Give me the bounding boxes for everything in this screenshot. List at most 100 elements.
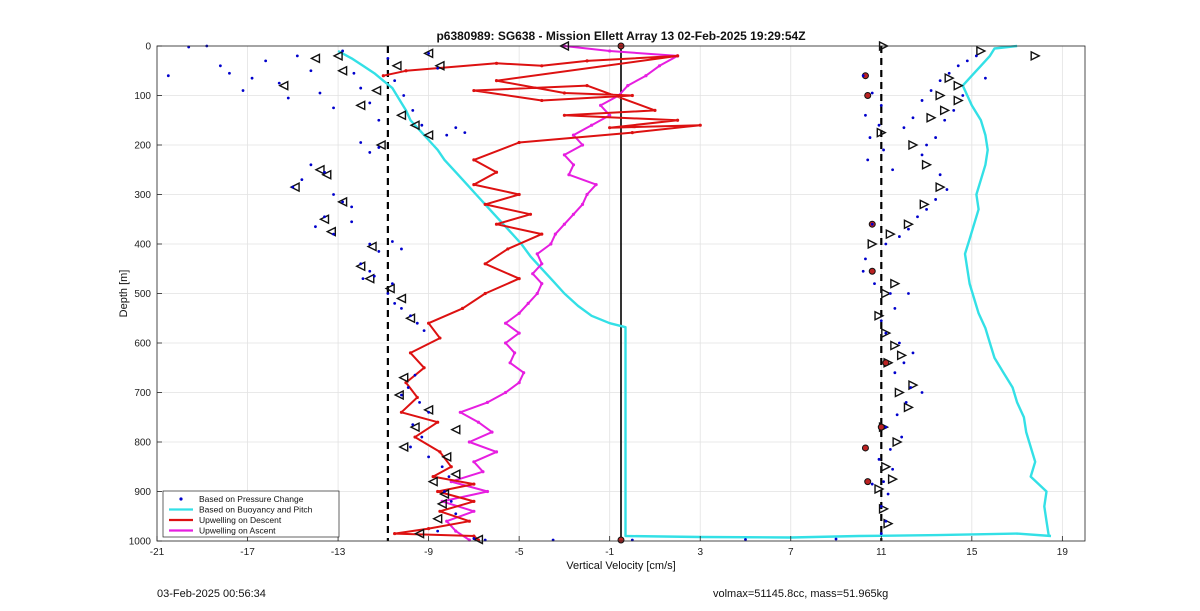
pressure-change-point [947, 71, 951, 75]
legend-swatch-points [179, 497, 183, 501]
upwelling-ascent-point [485, 400, 490, 404]
pressure-change-point [952, 108, 956, 112]
ascent-triangle-marker [921, 159, 933, 170]
upwelling-descent-point [585, 59, 589, 63]
pressure-change-point [323, 215, 326, 219]
upwelling-descent-point [472, 534, 476, 538]
pressure-change-point [882, 148, 885, 152]
pressure-change-point [907, 292, 910, 295]
upwelling-descent-point [427, 321, 431, 325]
upwelling-ascent-point [580, 143, 585, 147]
y-tick-label: 800 [134, 438, 151, 449]
pressure-change-point [332, 232, 335, 236]
pressure-change-point [386, 292, 390, 295]
upwelling-ascent-point [467, 440, 471, 444]
pressure-change-point [359, 262, 363, 266]
y-tick-label: 300 [134, 190, 151, 201]
upwelling-ascent-point [445, 519, 449, 523]
upwelling-ascent-point [481, 470, 485, 474]
descent-triangle-marker [355, 100, 366, 111]
ascent-triangle-marker [874, 310, 885, 321]
pressure-change-point [938, 173, 942, 177]
upwelling-ascent-point [580, 202, 585, 206]
descent-triangle-marker [409, 120, 420, 131]
pressure-change-point [834, 537, 838, 541]
upwelling-ascent-point [571, 133, 576, 137]
upwelling-descent-point [422, 366, 426, 370]
legend-entry-label: Based on Pressure Change [199, 494, 304, 504]
ascent-triangle-marker [1030, 50, 1041, 62]
pressure-change-point [400, 306, 403, 310]
pressure-change-point [870, 482, 874, 486]
pressure-change-point [413, 373, 417, 377]
pressure-change-point [350, 220, 354, 224]
pressure-change-point [218, 64, 222, 68]
pressure-change-point [895, 413, 899, 417]
pressure-change-point [920, 153, 924, 157]
ascent-triangle-marker [908, 379, 919, 391]
upwelling-ascent-point [522, 371, 526, 375]
buoyancy-pitch-ascent-line [961, 44, 1050, 537]
pressure-change-point [911, 351, 915, 355]
x-tick-label: 11 [876, 547, 887, 558]
upwelling-ascent-point [490, 430, 494, 434]
upwelling-ascent-point [589, 123, 594, 127]
upwelling-ascent-point [599, 103, 603, 107]
pressure-change-point [422, 329, 426, 333]
pressure-change-point [893, 306, 897, 310]
pressure-change-point [898, 341, 901, 345]
pressure-change-point [323, 170, 326, 174]
descent-triangle-marker [423, 129, 434, 141]
ascent-triangle-marker [919, 199, 930, 210]
upwelling-ascent-point [526, 301, 530, 305]
upwelling-descent-point [698, 123, 702, 127]
legend-box [162, 490, 340, 538]
pressure-change-point [228, 71, 231, 75]
filled-marker [617, 536, 625, 544]
pressure-change-point [891, 168, 895, 172]
x-tick-label: -13 [331, 547, 346, 558]
upwelling-ascent-point [503, 321, 508, 325]
pressure-change-point [436, 66, 440, 70]
chart-title: p6380989: SG638 - Mission Ellett Array 1… [436, 29, 805, 43]
ascent-triangle-marker [881, 327, 892, 339]
pressure-change-point [934, 136, 938, 139]
pressure-change-point [864, 113, 867, 117]
descent-triangle-marker [398, 372, 409, 383]
ascent-triangle-marker [976, 45, 987, 57]
upwelling-descent-point [381, 74, 385, 78]
axis-ticks: -21 -17 -13 -9 -5 -1 3 7 11 15 1901002003004005006… [129, 42, 1069, 559]
pressure-change-point [929, 89, 933, 92]
descent-triangle-marker [325, 226, 336, 237]
ascent-triangle-marker [935, 90, 946, 101]
upwelling-descent-point [506, 247, 510, 251]
descent-triangle-marker [314, 164, 325, 175]
upwelling-descent-line [383, 54, 702, 541]
descent-triangle-marker [409, 422, 420, 433]
ascent-triangle-marker [926, 112, 937, 123]
footer-timestamp: 03-Feb-2025 00:56:34 [157, 588, 266, 600]
upwelling-ascent-point [503, 390, 508, 395]
upwelling-ascent-point [567, 173, 571, 177]
pressure-change-point [443, 490, 446, 493]
descent-triangle-marker [384, 283, 395, 294]
pressure-change-point [463, 131, 467, 135]
pressure-change-point [884, 519, 888, 523]
y-tick-label: 400 [134, 240, 151, 251]
pressure-change-point [472, 537, 476, 540]
pressure-change-point [318, 91, 322, 95]
upwelling-ascent-point [454, 529, 458, 533]
upwelling-descent-point [630, 93, 634, 98]
upwelling-ascent-point [485, 489, 490, 494]
pressure-change-point [341, 200, 344, 204]
y-tick-label: 900 [134, 487, 151, 498]
upwelling-ascent-point [531, 272, 535, 276]
pressure-change-point [900, 435, 904, 439]
upwelling-ascent-point [458, 410, 462, 414]
descent-triangle-marker [427, 476, 438, 487]
pressure-change-point [920, 99, 924, 102]
filled-marker [882, 359, 890, 367]
pressure-change-point [961, 94, 965, 97]
descent-triangle-marker [337, 196, 348, 208]
upwelling-descent-point [427, 527, 431, 531]
